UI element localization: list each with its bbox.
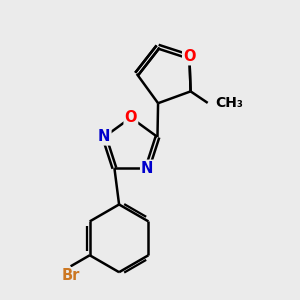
Text: CH₃: CH₃: [215, 96, 243, 110]
Text: N: N: [141, 161, 154, 176]
Text: N: N: [98, 129, 110, 144]
Text: O: O: [183, 49, 196, 64]
Text: Br: Br: [61, 268, 80, 283]
Text: O: O: [124, 110, 137, 125]
